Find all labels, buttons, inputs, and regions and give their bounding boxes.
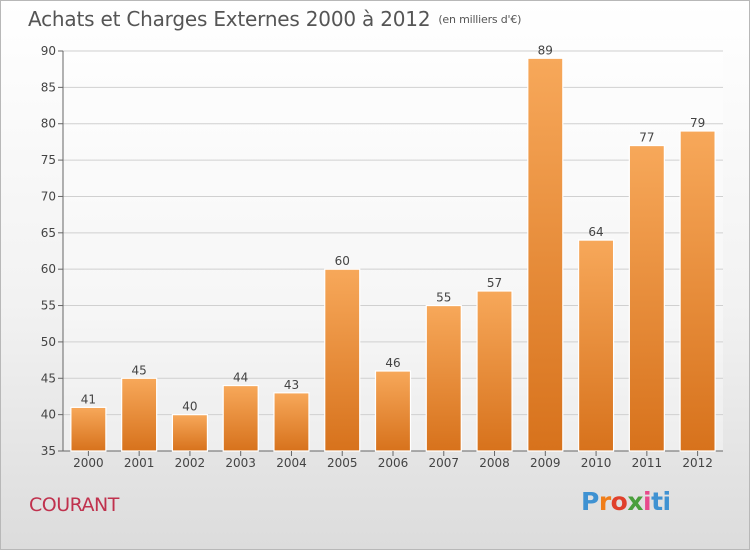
x-tick-label: 2006 (378, 456, 409, 470)
logo-letter: P (581, 487, 599, 516)
y-tick-label: 60 (41, 262, 56, 276)
logo-letter: x (627, 487, 643, 516)
x-tick-label: 2008 (479, 456, 510, 470)
bar (374, 370, 412, 452)
proxiti-logo[interactable]: Proxiti (581, 487, 671, 516)
commune-name: COURANT (29, 494, 119, 516)
bar-value-label: 41 (81, 392, 96, 406)
x-tick-label: 2012 (682, 456, 713, 470)
x-tick-label: 2004 (276, 456, 307, 470)
x-tick-label: 2010 (581, 456, 612, 470)
bar (425, 304, 462, 452)
logo-letter: o (610, 487, 628, 516)
bar-value-label: 55 (436, 291, 451, 305)
bar-value-label: 44 (233, 371, 248, 385)
y-tick-label: 35 (41, 444, 56, 458)
x-tick-label: 2001 (124, 456, 155, 470)
x-tick-label: 2005 (327, 456, 358, 470)
y-tick-label: 85 (41, 80, 56, 94)
x-tick-label: 2011 (632, 456, 663, 470)
title-text: Achats et Charges Externes 2000 à 2012 (28, 7, 431, 31)
logo-letter: t (651, 487, 663, 516)
bar-value-label: 57 (487, 276, 502, 290)
bar (527, 57, 564, 452)
x-tick-label: 2000 (73, 456, 104, 470)
x-tick-label: 2002 (175, 456, 206, 470)
logo-letter: r (598, 487, 611, 516)
y-tick-label: 65 (41, 226, 56, 240)
bar (628, 144, 665, 452)
bar (273, 392, 310, 452)
chart-subtitle: (en milliers d'€) (438, 13, 522, 26)
bar-value-label: 89 (538, 43, 553, 57)
bar (679, 130, 716, 452)
bar (324, 268, 361, 452)
y-tick-label: 40 (41, 408, 56, 422)
bar-value-label: 43 (284, 378, 299, 392)
x-tick-label: 2009 (530, 456, 561, 470)
chart-title: Achats et Charges Externes 2000 à 2012 (e… (28, 7, 521, 31)
y-tick-label: 75 (41, 153, 56, 167)
y-tick-label: 55 (41, 299, 56, 313)
bar (70, 406, 107, 452)
bar-value-label: 77 (639, 131, 654, 145)
bar-value-label: 46 (385, 356, 400, 370)
bar (577, 239, 615, 452)
bar (121, 377, 158, 452)
bar (171, 414, 209, 452)
bar-value-label: 40 (182, 400, 197, 414)
y-tick-label: 50 (41, 335, 56, 349)
x-tick-label: 2003 (225, 456, 256, 470)
bar (222, 384, 259, 452)
y-tick-label: 70 (41, 189, 56, 203)
logo-letter: i (662, 487, 672, 516)
y-tick-label: 80 (41, 117, 56, 131)
logo-letter: i (643, 487, 652, 516)
bar-value-label: 79 (690, 116, 705, 130)
x-tick-label: 2007 (428, 456, 459, 470)
bar-value-label: 64 (588, 225, 603, 239)
y-tick-label: 90 (41, 44, 56, 58)
y-tick-label: 45 (41, 371, 56, 385)
bar-value-label: 45 (132, 363, 147, 377)
bar-value-label: 60 (335, 254, 350, 268)
bar (476, 290, 513, 452)
